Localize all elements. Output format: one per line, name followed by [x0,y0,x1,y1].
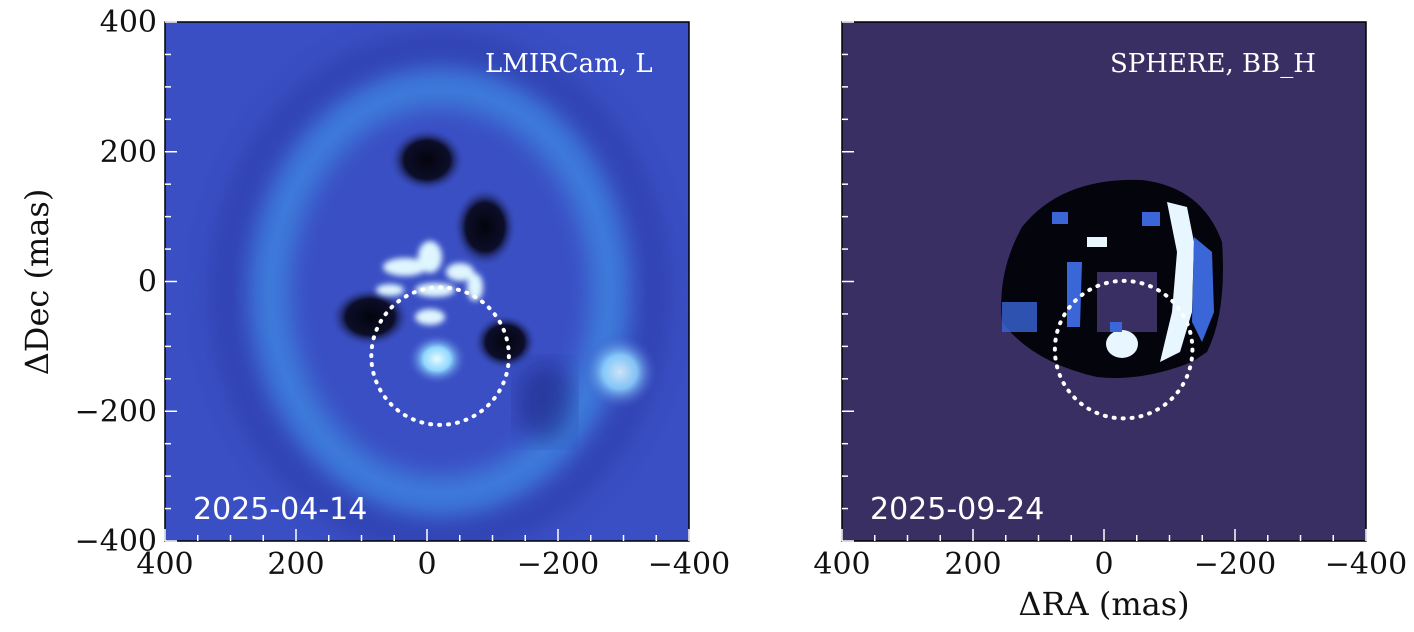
right-date-label: 2025-09-24 [870,492,1044,527]
y-tick-label: 0 [138,265,157,300]
x-tick-label: 0 [1094,547,1113,582]
x-tick-label: 200 [267,547,324,582]
x-tick-label: 400 [136,547,193,582]
x-axis-title: ΔRA (mas) [1018,585,1189,623]
right-dotted-circle [1052,278,1195,421]
y-tick-label: −200 [75,394,157,429]
y-tick-label: 200 [100,135,157,170]
x-tick-label: −200 [1194,547,1276,582]
y-tick-label: 400 [100,5,157,40]
right-ticks [841,21,1367,542]
right-annulus [1001,179,1223,378]
left-dotted-circle [369,285,511,427]
x-tick-label: 200 [944,547,1001,582]
x-tick-label: −400 [1325,547,1407,582]
y-tick-label: −400 [75,524,157,559]
left-instrument-label: LMIRCam, L [485,49,653,79]
y-axis-title: ΔDec (mas) [18,189,56,376]
right-panel: SPHERE, BB_H 2025-09-24 [841,21,1367,542]
x-tick-label: −200 [517,547,599,582]
left-panel: LMIRCam, L 2025-04-14 [164,21,690,542]
x-tick-label: −400 [648,547,730,582]
left-ticks [164,21,690,542]
companion-blob [582,334,658,410]
right-image: SPHERE, BB_H 2025-09-24 [842,22,1366,541]
right-instrument-label: SPHERE, BB_H [1110,49,1316,79]
x-tick-label: 0 [417,547,436,582]
x-tick-label: 400 [813,547,870,582]
left-date-label: 2025-04-14 [193,492,367,527]
left-image: LMIRCam, L 2025-04-14 [165,22,689,541]
